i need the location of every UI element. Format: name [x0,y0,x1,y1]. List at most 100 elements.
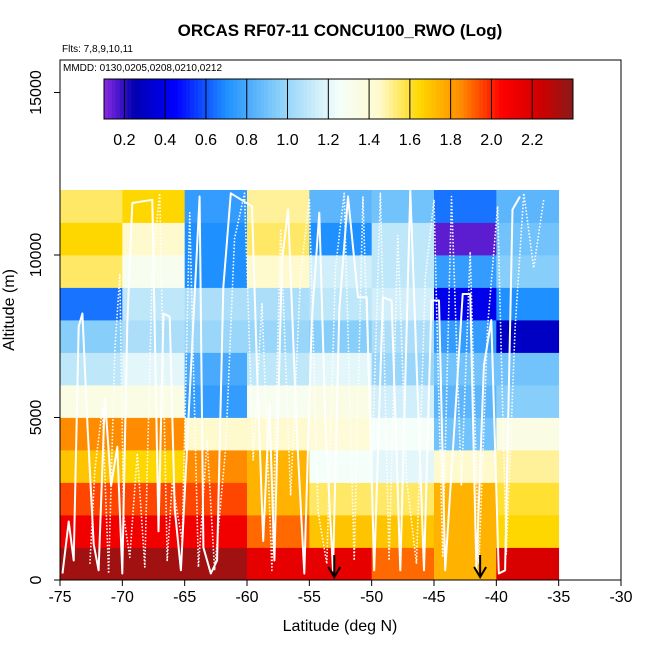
heatmap-cell [309,515,373,548]
colorbar-swatch [307,79,312,119]
colorbar-swatch [502,79,508,119]
heatmap-cell [309,352,373,386]
colorbar-swatch [506,79,511,119]
subtitle-dates: MMDD: 0130,0205,0208,0210,0212 [63,63,222,74]
flight-track-layer [61,189,545,575]
colorbar-swatch [252,79,257,119]
colorbar-swatch [471,79,476,119]
heatmap-cell [184,255,248,288]
colorbar-tick-label: 1.0 [276,132,298,149]
heatmap-cell [309,417,373,451]
colorbar-swatch [561,79,566,119]
heatmap-cell [309,482,373,516]
heatmap-cell [496,287,560,321]
flight-track [89,192,545,575]
subtitle-flights: Flts: 7,8,9,10,11 [62,44,133,55]
colorbar-swatch [451,79,457,119]
colorbar-swatch [479,79,484,119]
colorbar-tick-label: 2.2 [521,132,543,149]
colorbar-swatch [166,79,171,119]
colorbar-swatch [487,79,492,119]
colorbar-swatch [447,79,453,119]
heatmap-cell [247,515,310,548]
heatmap-cell [247,547,310,580]
heatmap-cell [434,417,497,451]
colorbar-swatch [432,79,437,119]
colorbar-tick-label: 2.0 [480,132,502,149]
colorbar-swatch [365,79,371,119]
heatmap-cell [496,352,560,386]
colorbar-swatch [225,79,230,119]
colorbar-swatch [514,79,519,119]
heatmap-cell [60,287,123,321]
heatmap-cell [247,190,310,223]
colorbar-swatch [275,79,281,119]
heatmap-cell [60,222,123,256]
heatmap-cell [184,482,248,516]
y-axis-label: Altitude (m) [1,269,18,351]
heatmap-cell [184,417,248,451]
colorbar-swatch [303,79,308,119]
heatmap-cell [60,320,123,353]
colorbar-swatch [229,79,234,119]
colorbar-swatch [440,79,445,119]
colorbar-swatch [377,79,382,119]
colorbar-swatch [397,79,402,119]
colorbar-swatch [490,79,496,119]
heatmap-cell [247,222,310,256]
colorbar-swatch [459,79,465,119]
heatmap-cell [247,450,310,483]
colorbar-swatch [221,79,226,119]
colorbar-swatch [146,79,152,119]
colorbar-swatch [424,79,429,119]
colorbar-tick-label: 0.2 [113,132,135,149]
heatmap-cell [184,320,248,353]
colorbar-swatch [526,79,531,119]
x-axis: -75 -70 -65 -60 -55 -50 -45 -40 -35 -30 [48,580,633,606]
colorbar-swatch [389,79,394,119]
heatmap-cell [309,450,373,483]
colorbar-swatch [201,79,207,119]
x-tick-label: -30 [609,589,632,606]
colorbar-swatch [404,79,410,119]
colorbar-frame [103,78,574,120]
colorbar-swatch [338,79,343,119]
colorbar-swatch [248,79,254,119]
x-tick-label: -60 [235,589,258,606]
heatmap-cell [371,190,435,223]
chart-title: ORCAS RF07-11 CONCU100_RWO (Log) [178,21,503,40]
colorbar-swatch [170,79,175,119]
colorbar-swatch [483,79,488,119]
colorbar-swatch [393,79,398,119]
heatmap-cell [60,417,123,451]
heatmap-cell [122,385,186,418]
heatmap-cell [496,320,560,353]
colorbar-swatch [330,79,336,119]
colorbar-tick-label: 0.8 [236,132,258,149]
y-tick-label: 5000 [28,400,45,436]
colorbar-swatch [533,79,539,119]
arrow-marker [327,555,342,579]
colorbar: 0.2 0.4 0.6 0.8 1.0 1.2 1.4 1.6 1.8 2.0 2.2 [103,78,574,149]
x-tick-label: -45 [422,589,445,606]
colorbar-swatch [420,79,425,119]
colorbar-swatch [545,79,551,119]
colorbar-swatch [268,79,273,119]
heatmap-cell [434,255,497,288]
colorbar-swatch [193,79,199,119]
plot-frame [59,59,622,581]
colorbar-swatch [217,79,222,119]
colorbar-swatch [358,79,363,119]
x-axis-label: Latitude (deg N) [283,618,398,635]
x-tick-label: -40 [485,589,508,606]
colorbar-swatch [119,79,125,119]
colorbar-swatch [232,79,238,119]
colorbar-swatch [322,79,328,119]
heatmap-cell [60,255,123,288]
colorbar-swatch [186,79,191,119]
colorbar-swatch [107,79,113,119]
colorbar-swatch [104,79,109,119]
colorbar-swatch [189,79,195,119]
colorbar-swatch [416,79,422,119]
